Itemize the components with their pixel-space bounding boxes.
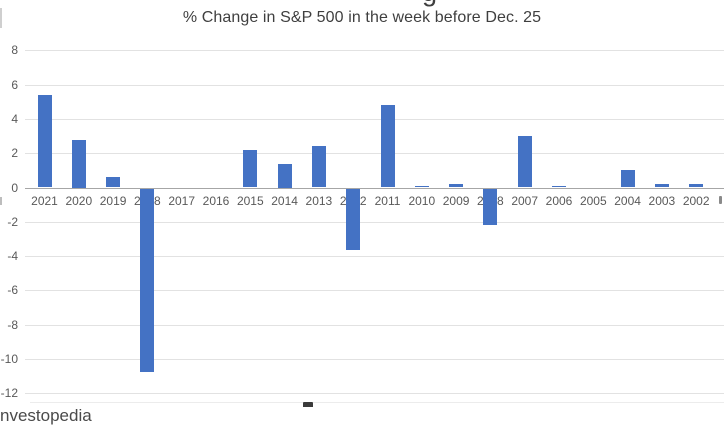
- cropped-edge-artifact: [0, 197, 2, 205]
- y-axis-label: 4: [11, 111, 18, 126]
- bar-2011: [380, 105, 395, 188]
- x-axis-label-2019: 2019: [99, 194, 127, 208]
- bar-2009: [449, 184, 464, 188]
- x-axis-label-2003: 2003: [648, 194, 676, 208]
- chart-title: % Change in S&P 500 in the week before D…: [182, 9, 542, 26]
- gridline: [25, 221, 724, 223]
- y-axis-label: -10: [0, 352, 18, 366]
- gridline: [25, 359, 724, 360]
- bar-2010: [414, 185, 429, 188]
- gridline: [25, 324, 724, 326]
- x-axis-label-2004: 2004: [614, 194, 641, 208]
- bar-2020: [71, 139, 86, 188]
- bar-2021: [37, 94, 52, 188]
- cropped-edge-artifact: [0, 8, 2, 28]
- x-axis-label-2005: 2005: [579, 194, 607, 208]
- gridline: [25, 118, 724, 120]
- y-axis-label: -12: [0, 386, 18, 401]
- x-axis-label-2010: 2010: [408, 194, 436, 208]
- x-axis-label-2017: 2017: [168, 194, 196, 208]
- gridline: [25, 393, 724, 395]
- x-axis-label-2013: 2013: [305, 194, 333, 208]
- bar-2006: [552, 185, 566, 188]
- zero-axis-line: [25, 187, 724, 189]
- y-axis-label: 8: [11, 43, 18, 58]
- gridline: [25, 84, 724, 86]
- cropped-text-artifact-top: g: [420, 0, 442, 8]
- watermark-investopedia: nvestopedia: [0, 406, 92, 425]
- y-axis-label: 6: [11, 77, 18, 92]
- bar-2004: [620, 170, 635, 188]
- x-axis-label-2020: 2020: [65, 194, 93, 208]
- bar-2019: [106, 177, 121, 188]
- y-axis-label: -8: [7, 317, 18, 332]
- partial-letter: g: [422, 0, 437, 6]
- bar-2018: [140, 188, 155, 372]
- x-axis-label-2006: 2006: [545, 194, 573, 208]
- y-axis-label: -2: [7, 214, 18, 229]
- x-axis-label-2016: 2016: [202, 194, 230, 208]
- x-axis-label-2021: 2021: [31, 194, 58, 208]
- x-axis-label-2014: 2014: [271, 194, 298, 208]
- gridline: [25, 290, 724, 292]
- y-axis-label: 0: [11, 180, 18, 195]
- y-axis-label: -6: [7, 283, 18, 298]
- bar-2003: [654, 184, 669, 188]
- bar-2007: [517, 136, 532, 188]
- bar-2012: [346, 188, 361, 251]
- y-axis-label: 2: [11, 146, 18, 161]
- gridline: [25, 153, 724, 155]
- cropped-text-artifact-right: [719, 196, 722, 204]
- bar-2002: [689, 184, 704, 188]
- bar-2008: [483, 188, 498, 225]
- x-axis-label-2007: 2007: [511, 194, 539, 208]
- x-axis-label-2011: 2011: [374, 194, 401, 208]
- gridline: [25, 256, 724, 258]
- bar-2015: [243, 149, 258, 188]
- y-axis-label: -4: [7, 249, 18, 264]
- x-axis-label-2015: 2015: [236, 194, 264, 208]
- bar-2014: [277, 163, 292, 188]
- cropped-text-artifact-bottom: [303, 402, 313, 407]
- gridline: [25, 50, 724, 52]
- x-axis-label-2002: 2002: [682, 194, 710, 208]
- x-axis-label-2009: 2009: [442, 194, 470, 208]
- bottom-divider-line: [30, 402, 724, 403]
- bar-2013: [311, 146, 326, 188]
